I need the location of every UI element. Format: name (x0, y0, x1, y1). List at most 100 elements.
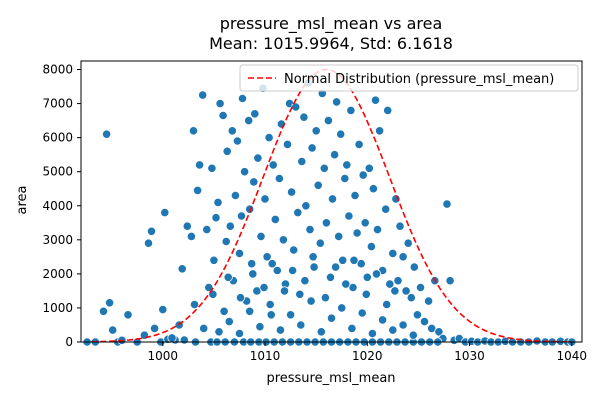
data-point (221, 236, 231, 247)
data-point (108, 325, 118, 335)
y-tick-label: 2000 (42, 267, 73, 281)
data-point (272, 265, 282, 276)
data-point (188, 126, 199, 136)
data-point (150, 323, 160, 333)
data-point (423, 296, 434, 306)
data-point (350, 190, 360, 201)
data-point (415, 282, 426, 293)
data-point (326, 313, 337, 323)
data-point (347, 323, 357, 333)
data-point (361, 289, 371, 299)
data-point (316, 327, 326, 337)
data-point (366, 242, 376, 252)
data-point (260, 194, 270, 204)
data-point (234, 248, 245, 258)
data-point (403, 238, 413, 248)
data-point (309, 262, 319, 272)
x-axis-label: pressure_msl_mean (266, 371, 395, 386)
data-point (409, 262, 419, 272)
data-point (240, 167, 250, 177)
data-point (195, 160, 205, 170)
x-tick-label: 1000 (148, 349, 179, 363)
data-point (259, 282, 269, 293)
data-point (209, 255, 219, 265)
data-point (245, 306, 255, 316)
data-point (362, 272, 372, 282)
data-point (250, 109, 260, 119)
data-point (177, 264, 187, 274)
data-point (211, 213, 221, 223)
data-point (213, 197, 223, 207)
data-point (286, 187, 297, 197)
data-point (412, 310, 422, 320)
y-tick-label: 4000 (42, 199, 73, 213)
data-point (341, 279, 351, 289)
data-point (237, 93, 248, 104)
data-point (349, 255, 359, 265)
data-point (278, 235, 288, 245)
data-point (358, 170, 368, 180)
data-point (158, 304, 168, 315)
data-point (352, 228, 362, 238)
data-point (253, 153, 263, 163)
legend-curve-label: Normal Distribution (pressure_msl_mean) (284, 72, 554, 87)
data-point (340, 173, 350, 184)
data-point (408, 330, 418, 340)
data-point (219, 306, 229, 316)
data-point (293, 208, 303, 218)
data-point (225, 221, 235, 231)
data-point (249, 177, 259, 187)
data-point (167, 333, 177, 343)
data-point (401, 286, 411, 296)
data-point (364, 163, 374, 173)
chart-title: pressure_msl_mean vs area (220, 14, 443, 34)
data-point (123, 310, 133, 320)
data-point (244, 116, 254, 126)
data-point (346, 105, 356, 116)
data-point (344, 211, 354, 221)
data-point (199, 323, 209, 333)
y-tick-label: 8000 (42, 63, 73, 77)
data-point (262, 252, 272, 262)
data-point (255, 322, 265, 332)
data-point (306, 296, 316, 306)
data-point (234, 328, 245, 339)
data-point (202, 225, 212, 235)
y-tick-label: 0 (65, 335, 73, 349)
data-point (146, 226, 157, 236)
data-point (383, 105, 393, 116)
y-axis-label: area (15, 186, 30, 215)
data-point (265, 299, 275, 310)
data-point (445, 276, 455, 286)
data-point (320, 293, 330, 303)
data-point (182, 221, 192, 231)
data-point (368, 184, 378, 194)
data-point (264, 133, 274, 143)
chart-subtitle: Mean: 1015.9964, Std: 6.1618 (209, 34, 453, 53)
data-point (357, 308, 367, 318)
data-point (305, 225, 315, 235)
data-point (388, 325, 398, 335)
data-point (248, 269, 258, 279)
x-tick-label: 1010 (250, 349, 281, 363)
data-point (256, 231, 266, 241)
data-point (102, 129, 112, 139)
data-point (307, 143, 317, 153)
y-tick-label: 3000 (42, 233, 73, 247)
y-tick-label: 1000 (42, 301, 73, 315)
data-point (336, 129, 346, 139)
data-point (382, 299, 392, 310)
y-tick-label: 7000 (42, 97, 73, 111)
data-point (360, 218, 370, 228)
data-point (267, 259, 277, 269)
data-point (390, 286, 400, 296)
data-point (385, 279, 395, 289)
data-point (230, 190, 240, 201)
data-point (331, 97, 342, 107)
data-point (300, 276, 310, 286)
data-point (214, 327, 224, 337)
data-point (235, 293, 246, 303)
data-point (193, 185, 203, 195)
data-point (321, 218, 331, 228)
data-point (330, 262, 341, 272)
